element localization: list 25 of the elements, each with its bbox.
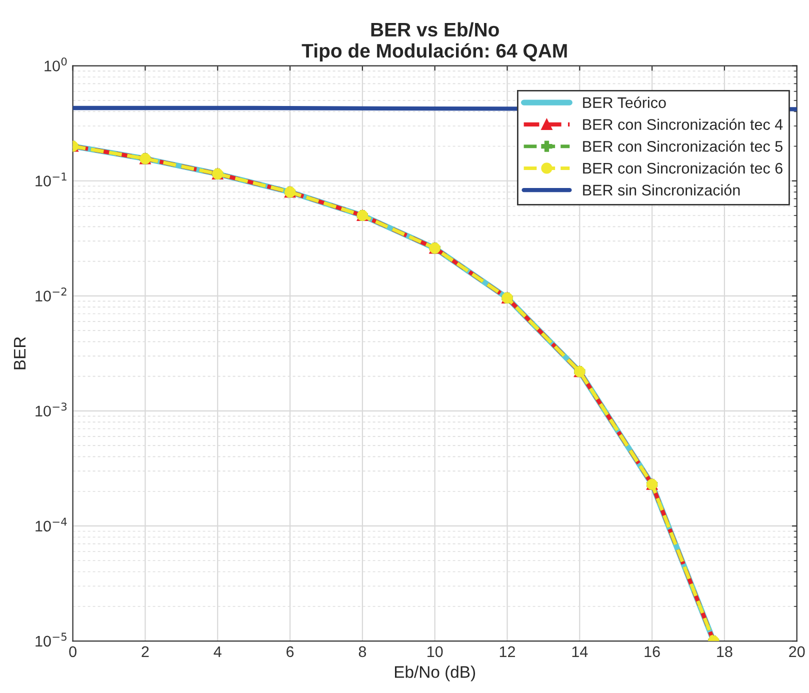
x-tick-label: 16 xyxy=(644,646,660,658)
y-tick-label: 10$^{−3}$ xyxy=(36,402,67,417)
legend-label: BER con Sincronización tec 5 xyxy=(583,140,782,152)
y-tick-label: 10$^{−4}$ xyxy=(36,518,67,532)
x-axis-title: Eb/No (dB) xyxy=(394,666,476,682)
legend-label: BER con Sincronización tec 6 xyxy=(583,162,782,174)
y-tick-label: 10$^{0}$ xyxy=(44,57,67,72)
y-tick-label: 10$^{−1}$ xyxy=(36,172,66,186)
x-tick-label: 2 xyxy=(142,646,149,657)
x-tick-label: 14 xyxy=(572,646,588,657)
chart-title: BER vs Eb/No Tipo de Modulación: 64 QAM xyxy=(302,22,567,62)
y-tick-label: 10$^{−2}$ xyxy=(36,288,66,302)
legend-label: BER sin Sincronización xyxy=(583,184,740,196)
x-tick-label: 10 xyxy=(428,646,443,658)
legend-label: BER con Sincronización tec 4 xyxy=(583,118,783,130)
x-tick-label: 20 xyxy=(789,646,805,658)
y-axis-title: BER xyxy=(14,337,26,370)
x-tick-label: 4 xyxy=(214,646,222,657)
y-tick-label: 10$^{−5}$ xyxy=(36,632,66,647)
x-tick-label: 6 xyxy=(286,646,294,658)
x-tick-label: 8 xyxy=(358,646,366,658)
x-tick-label: 12 xyxy=(500,646,515,657)
x-tick-label: 0 xyxy=(69,646,76,658)
x-tick-label: 18 xyxy=(717,646,732,658)
legend-label: BER Teórico xyxy=(583,96,666,108)
